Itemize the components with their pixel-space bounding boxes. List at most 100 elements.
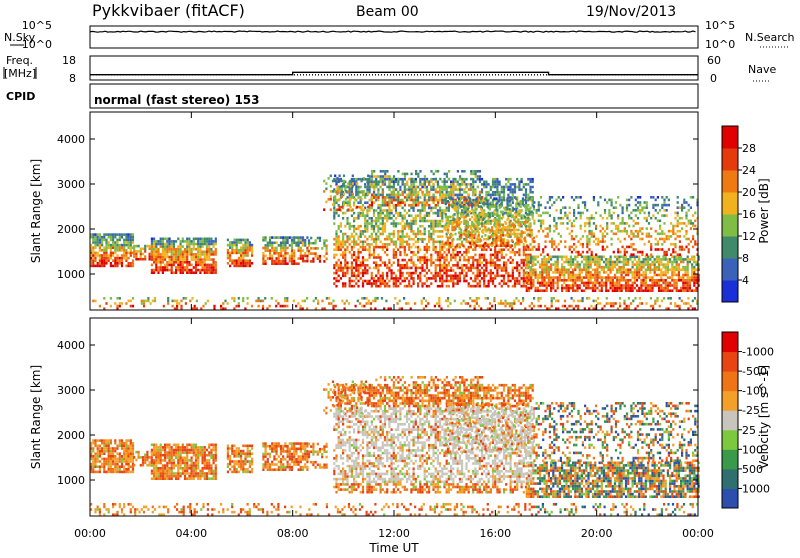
heatmap-cell: [355, 261, 357, 264]
heatmap-cell: [616, 269, 618, 272]
heatmap-cell: [646, 233, 648, 236]
heatmap-cell: [646, 206, 648, 209]
heatmap-cell: [616, 271, 618, 274]
heatmap-cell: [600, 230, 602, 233]
heatmap-cell: [441, 230, 443, 233]
heatmap-cell: [417, 230, 419, 233]
heatmap-cell: [202, 238, 204, 241]
heatmap-cell: [103, 252, 105, 255]
heatmap-cell: [596, 269, 598, 272]
heatmap-cell: [399, 199, 401, 202]
heatmap-cell: [276, 249, 278, 252]
heatmap-cell: [481, 261, 483, 264]
heatmap-cell: [188, 238, 190, 241]
heatmap-cell: [512, 261, 514, 264]
heatmap-cell: [649, 266, 651, 269]
heatmap-cell: [116, 265, 118, 268]
heatmap-cell: [335, 230, 337, 233]
heatmap-cell: [335, 233, 337, 236]
heatmap-cell: [601, 276, 603, 279]
heatmap-cell: [564, 240, 566, 243]
heatmap-cell: [672, 251, 674, 254]
heatmap-cell: [684, 284, 686, 287]
heatmap-cell: [355, 228, 357, 231]
heatmap-cell: [600, 240, 602, 243]
heatmap-cell: [371, 201, 373, 204]
heatmap-cell: [670, 230, 672, 233]
heatmap-cell: [300, 239, 302, 242]
heatmap-cell: [516, 251, 518, 254]
heatmap-cell: [364, 248, 366, 251]
heatmap-cell: [457, 188, 459, 191]
heatmap-cell: [450, 181, 452, 184]
heatmap-cell: [581, 269, 583, 272]
heatmap-cell: [523, 243, 525, 246]
heatmap-cell: [180, 269, 182, 272]
heatmap-cell: [315, 252, 317, 255]
heatmap-cell: [507, 259, 509, 262]
heatmap-cell: [565, 289, 567, 292]
heatmap-cell: [229, 254, 231, 257]
heatmap-cell: [480, 197, 482, 200]
heatmap-cell: [580, 253, 582, 256]
heatmap-cell: [529, 186, 531, 189]
heatmap-cell: [404, 248, 406, 251]
heatmap-cell: [335, 248, 337, 251]
heatmap-cell: [373, 188, 375, 191]
heatmap-cell: [601, 266, 603, 269]
heatmap-cell: [495, 229, 497, 232]
heatmap-cell: [470, 178, 472, 181]
heatmap-cell: [507, 188, 509, 191]
heatmap-cell: [446, 175, 448, 178]
heatmap-cell: [364, 196, 366, 199]
heatmap-cell: [502, 213, 504, 216]
heatmap-cell: [371, 194, 373, 197]
heatmap-cell: [197, 253, 199, 256]
heatmap-cell: [280, 236, 282, 239]
heatmap-cell: [668, 238, 670, 241]
heatmap-cell: [514, 285, 516, 288]
heatmap-cell: [233, 262, 235, 265]
heatmap-cell: [386, 217, 388, 220]
heatmap-cell: [116, 257, 118, 260]
heatmap-cell: [110, 262, 112, 265]
heatmap-cell: [411, 199, 413, 202]
heatmap-cell: [608, 199, 610, 202]
heatmap-cell: [380, 228, 382, 231]
heatmap-cell: [658, 266, 660, 269]
heatmap-cell: [619, 204, 621, 207]
heatmap-cell: [395, 246, 397, 249]
heatmap-cell: [629, 279, 631, 282]
heatmap-cell: [520, 221, 522, 224]
heatmap-cell: [415, 199, 417, 202]
heatmap-cell: [393, 241, 395, 244]
heatmap-cell: [386, 194, 388, 197]
heatmap-cell: [386, 178, 388, 181]
heatmap-cell: [391, 217, 393, 220]
heatmap-cell: [553, 220, 555, 223]
heatmap-cell: [558, 243, 560, 246]
heatmap-cell: [597, 201, 599, 204]
heatmap-cell: [451, 242, 453, 245]
heatmap-cell: [451, 229, 453, 232]
heatmap-cell: [382, 243, 384, 246]
heatmap-cell: [691, 289, 693, 292]
heatmap-cell: [557, 271, 559, 274]
heatmap-cell: [524, 224, 526, 227]
heatmap-cell: [346, 261, 348, 264]
heatmap-cell: [375, 233, 377, 236]
heatmap-cell: [195, 264, 197, 267]
heatmap-cell: [634, 263, 636, 266]
heatmap-cell: [168, 269, 170, 272]
heatmap-cell: [404, 186, 406, 189]
heatmap-cell: [648, 240, 650, 243]
heatmap-cell: [498, 200, 500, 203]
heatmap-cell: [229, 252, 231, 255]
heatmap-cell: [621, 284, 623, 287]
heatmap-cell: [459, 267, 461, 270]
heatmap-cell: [612, 289, 614, 292]
heatmap-cell: [569, 220, 571, 223]
heatmap-cell: [397, 212, 399, 215]
heatmap-cell: [362, 241, 364, 244]
heatmap-cell: [679, 230, 681, 233]
